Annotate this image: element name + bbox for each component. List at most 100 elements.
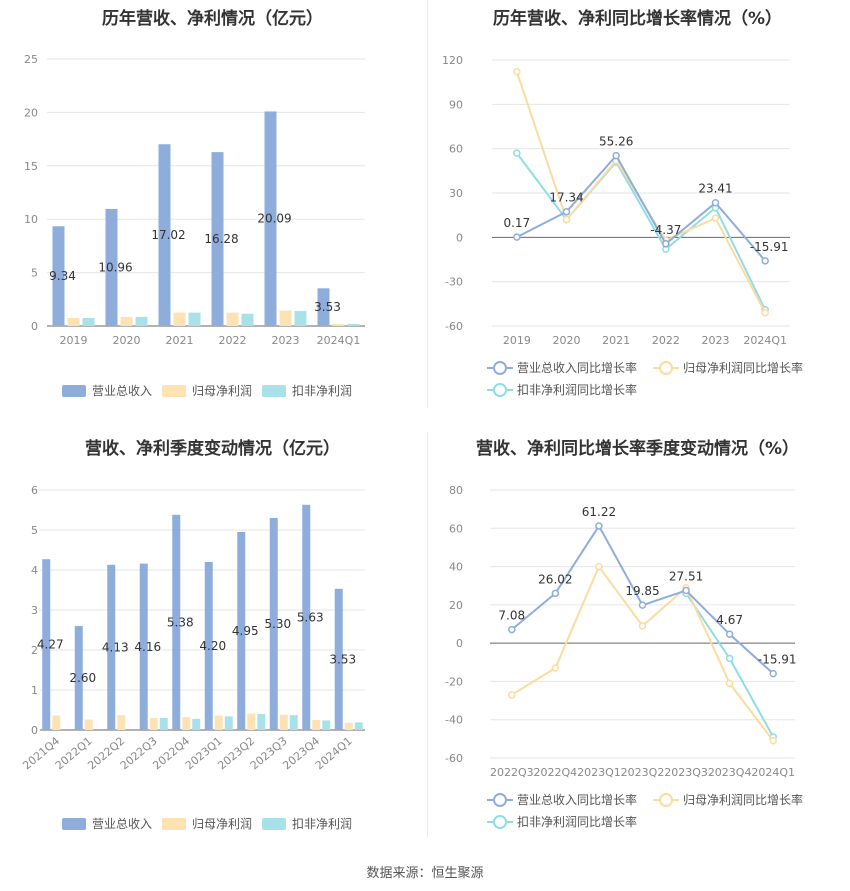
data-label: 4.27 [37,638,64,652]
data-label: 4.67 [716,613,743,627]
data-point [513,233,521,241]
bar [117,715,126,730]
data-label: 4.20 [199,639,226,653]
bar [334,588,343,730]
bar [322,720,331,730]
data-point [595,562,603,571]
chart-title: 营收、净利季度变动情况（亿元） [85,439,340,459]
annual-bar-chart: 0 5 10 15 20 25 9.34 2019 10.96 2020 17.02 2021 16.2… [24,53,365,398]
legend-label: 归母净利润 [192,817,252,831]
bar [312,720,321,730]
data-point [551,664,560,672]
data-label: 5.63 [297,610,324,624]
data-label: 20.09 [257,212,291,226]
legend-label: 归母净利润同比增长率 [683,360,803,375]
bar [84,719,93,730]
y-tick-label: -60 [445,752,463,765]
bar [247,713,256,730]
data-label: -15.91 [758,653,797,667]
data-point [513,68,521,76]
bar [214,715,223,730]
bar [182,717,191,730]
data-point [769,737,777,745]
annual-bar-chart-panel: 历年营收、净利情况（亿元） 0 5 10 15 20 25 9.34 2019 10.96 202… [0,0,425,410]
bar [237,532,246,730]
series-line [516,152,767,311]
bar [135,316,148,326]
data-label: 26.02 [538,572,572,586]
x-tick-label: 2023 [702,334,730,347]
data-point [638,622,647,630]
y-tick-label: 60 [449,143,463,156]
quarterly-bar-chart: 01234564.272021Q42.602022Q14.132022Q24.1… [20,484,365,831]
data-point [612,151,620,160]
quarterly-growth-chart: -60 -40 -20 0 20 40 60 80 7.08 26.02 61.22 19.85 27.… [445,484,803,829]
data-label: 27.51 [669,569,703,583]
bar [211,152,224,326]
data-label: 16.28 [204,232,238,246]
legend-swatch [62,385,86,397]
x-tick-label: 2023Q1 [577,766,621,779]
x-tick-label: 2022 [652,334,680,347]
bar [204,562,213,730]
data-label: 55.26 [599,135,633,149]
bar [279,310,292,326]
chart-title: 营收、净利同比增长率季度变动情况（%） [475,439,800,459]
data-point [761,257,769,265]
bar [67,317,80,326]
data-label: 3.53 [314,300,341,314]
y-tick-label: 80 [449,484,463,497]
legend-marker [493,383,507,397]
x-tick-label: 2019 [60,334,88,347]
bar [107,564,116,730]
bar [158,144,171,326]
y-tick-label: -30 [445,276,463,289]
data-point [725,679,734,688]
bar [317,288,330,326]
bar [332,323,345,326]
y-tick-label: 3 [31,604,38,617]
data-point [711,198,720,207]
y-tick-label: 15 [24,160,38,173]
data-point [513,149,521,157]
legend-marker [659,793,673,807]
bar [294,311,307,326]
bar [224,716,233,730]
y-tick-label: 4 [31,564,38,577]
chart-title: 历年营收、净利情况（亿元） [102,9,323,29]
chart-title: 历年营收、净利同比增长率情况（%） [492,9,783,29]
annual-growth-chart-panel: 历年营收、净利同比增长率情况（%） -60 -30 0 30 60 90 120 0.17 17… [425,0,850,410]
bar [241,313,254,326]
legend-label: 营业总收入 [92,817,152,831]
legend-swatch [262,818,286,830]
bar [289,715,298,730]
y-tick-label: 1 [31,684,38,697]
data-point [508,625,516,634]
bar [257,714,266,730]
y-tick-label: 60 [449,522,463,535]
bar [302,504,311,730]
legend-label: 归母净利润 [192,384,252,398]
data-label: 19.85 [625,584,659,598]
bar [354,722,363,730]
x-tick-label: 2020 [553,334,581,347]
data-label: 4.13 [102,640,129,654]
legend-label: 营业总收入同比增长率 [517,360,637,375]
vertical-divider-top [427,0,428,408]
y-tick-label: 0 [456,637,463,650]
y-tick-label: 20 [24,106,38,119]
legend-marker [659,361,673,375]
y-tick-label: 0 [31,320,38,333]
data-label: 0.17 [503,216,530,230]
bar [172,514,181,730]
legend-swatch [162,818,186,830]
data-point [769,669,777,678]
x-tick-label: 2023Q2 [621,766,665,779]
data-label: 4.16 [134,640,161,654]
bar [139,563,148,730]
bar [159,718,168,730]
y-tick-label: 2 [31,644,38,657]
series-line [516,153,766,262]
bar [52,226,65,326]
x-tick-label: 2023Q3 [664,766,708,779]
